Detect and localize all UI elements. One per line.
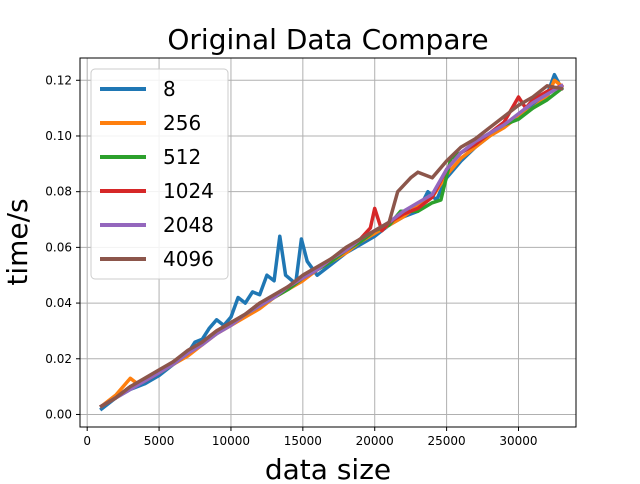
chart-title: Original Data Compare	[167, 23, 488, 56]
x-tick-label: 20000	[356, 434, 394, 448]
legend-label: 512	[163, 145, 201, 169]
y-tick-label: 0.00	[45, 407, 72, 421]
x-tick-label: 10000	[212, 434, 250, 448]
y-tick-label: 0.10	[45, 129, 72, 143]
x-tick-label: 30000	[499, 434, 537, 448]
series-lines	[99, 72, 565, 412]
x-tick-label: 15000	[284, 434, 322, 448]
legend-label: 8	[163, 77, 176, 101]
plot-frame	[79, 57, 577, 428]
y-tick-label: 0.04	[45, 296, 72, 310]
y-tick-label: 0.02	[45, 352, 72, 366]
legend-label: 1024	[163, 179, 214, 203]
legend-label: 256	[163, 111, 201, 135]
x-tick-label: 25000	[428, 434, 466, 448]
x-axis-label: data size	[265, 453, 391, 480]
axis-ticks: 0 5000 10000 15000 20000 25000 30000 0.00 0.02 0.…	[45, 73, 537, 448]
y-tick-label: 0.06	[45, 240, 72, 254]
legend-label: 2048	[163, 213, 214, 237]
y-tick-label: 0.12	[45, 73, 72, 87]
x-tick-label: 0	[83, 434, 91, 448]
y-axis-label: time/s	[1, 198, 34, 285]
legend: 8 256 512 1024 2048 4096	[90, 68, 229, 280]
y-tick-label: 0.08	[45, 185, 72, 199]
series-line-4096	[99, 84, 564, 409]
x-tick-label: 5000	[144, 434, 175, 448]
legend-label: 4096	[163, 247, 214, 271]
